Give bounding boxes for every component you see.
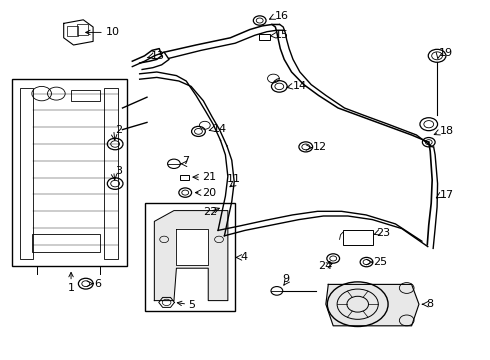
Text: 6: 6 — [94, 279, 101, 289]
Polygon shape — [176, 229, 208, 265]
Text: 17: 17 — [440, 190, 454, 200]
Bar — [12, 79, 127, 266]
Text: 7: 7 — [182, 156, 190, 166]
Text: 2: 2 — [115, 125, 122, 135]
Text: 11: 11 — [227, 174, 241, 184]
Text: 10: 10 — [86, 27, 120, 37]
Bar — [67, 26, 78, 36]
Bar — [104, 88, 118, 259]
Bar — [343, 230, 373, 245]
Bar — [32, 234, 100, 252]
Text: 14: 14 — [293, 81, 307, 91]
Text: 21: 21 — [202, 172, 216, 182]
Text: 9: 9 — [282, 274, 289, 284]
Text: 12: 12 — [313, 142, 327, 152]
Text: 8: 8 — [426, 299, 434, 309]
Text: 13: 13 — [151, 51, 165, 61]
Text: 25: 25 — [373, 257, 388, 267]
Text: 1: 1 — [68, 273, 74, 293]
Bar — [145, 203, 235, 311]
Bar — [259, 34, 270, 40]
Text: 20: 20 — [202, 188, 216, 198]
Text: 4: 4 — [240, 252, 247, 262]
Bar — [71, 90, 100, 101]
Bar — [77, 24, 88, 35]
Bar — [20, 88, 33, 259]
Text: 15: 15 — [274, 30, 289, 40]
Text: 23: 23 — [376, 228, 391, 238]
Text: 24: 24 — [318, 261, 332, 271]
Bar — [180, 175, 189, 180]
Text: 16: 16 — [274, 11, 289, 21]
Text: 3: 3 — [115, 166, 122, 176]
Text: 14: 14 — [213, 124, 227, 134]
Text: 19: 19 — [439, 48, 453, 58]
Text: 18: 18 — [440, 126, 454, 136]
Text: 5: 5 — [177, 300, 196, 310]
Polygon shape — [154, 211, 228, 301]
Text: 22: 22 — [203, 207, 218, 217]
Polygon shape — [326, 284, 419, 326]
